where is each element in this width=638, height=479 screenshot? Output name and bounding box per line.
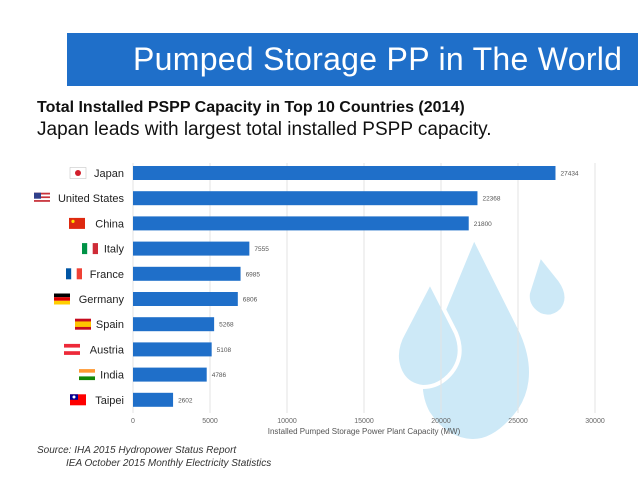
value-label-france: 6985 <box>246 271 261 278</box>
value-label-united-states: 22368 <box>482 196 500 203</box>
category-label-france: France <box>90 269 124 281</box>
x-tick-label: 0 <box>131 418 135 425</box>
page-title: Pumped Storage PP in The World <box>133 41 623 77</box>
source-note-2: IEA October 2015 Monthly Electricity Sta… <box>66 458 272 469</box>
value-label-india: 4786 <box>212 372 227 379</box>
value-label-taipei: 2602 <box>178 397 193 404</box>
x-tick-label: 5000 <box>202 418 218 425</box>
x-tick-label: 30000 <box>585 418 605 425</box>
bar-austria <box>133 342 212 357</box>
category-label-united-states: United States <box>58 193 125 205</box>
chart-subheading: Japan leads with largest total installed… <box>37 119 492 140</box>
category-label-china: China <box>95 218 125 230</box>
flag-taipei-icon <box>70 394 86 406</box>
x-axis-ticks: 0 5000 10000 15000 20000 25000 30000 <box>131 418 605 425</box>
bar-taipei <box>133 392 174 407</box>
title-banner: Pumped Storage PP in The World <box>67 33 638 86</box>
flag-italy-icon <box>82 243 98 255</box>
x-tick-label: 25000 <box>508 418 528 425</box>
bar-italy <box>133 241 250 256</box>
x-tick-label: 20000 <box>431 418 451 425</box>
chart-category-labels: Japan United States China Italy France German… <box>58 168 125 407</box>
value-label-austria: 5108 <box>217 347 232 354</box>
flag-united-states-icon <box>34 192 50 204</box>
country-flags <box>34 167 98 406</box>
x-tick-label: 15000 <box>354 418 374 425</box>
bar-china <box>133 216 469 231</box>
value-label-china: 21800 <box>474 221 492 228</box>
x-tick-label: 10000 <box>277 418 297 425</box>
category-label-japan: Japan <box>94 168 124 180</box>
flag-india-icon <box>79 369 95 381</box>
water-drops-illustration <box>394 232 569 444</box>
water-drop-left-icon <box>394 277 462 390</box>
value-label-japan: 27434 <box>560 171 578 178</box>
flag-spain-icon <box>75 318 91 330</box>
flag-japan-icon <box>69 167 87 179</box>
category-label-taipei: Taipei <box>95 395 124 407</box>
category-label-india: India <box>100 370 125 382</box>
bar-chart: 27434 22368 21800 7555 6985 6806 5268 5108 4786 2… <box>34 163 605 444</box>
category-label-spain: Spain <box>96 319 124 331</box>
flag-china-icon <box>69 217 85 229</box>
flag-austria-icon <box>64 343 80 355</box>
chart-bars <box>133 166 556 407</box>
value-label-germany: 6806 <box>243 297 258 304</box>
value-label-spain: 5268 <box>219 322 234 329</box>
chart-heading: Total Installed PSPP Capacity in Top 10 … <box>37 99 465 116</box>
bar-germany <box>133 292 238 306</box>
source-note: Source: IHA 2015 Hydropower Status Repor… <box>37 445 237 456</box>
category-label-austria: Austria <box>90 344 125 356</box>
water-drop-right-icon <box>525 250 569 319</box>
x-axis-label: Installed Pumped Storage Power Plant Cap… <box>268 427 461 436</box>
bar-spain <box>133 317 215 332</box>
value-label-italy: 7555 <box>254 246 269 253</box>
category-label-germany: Germany <box>79 294 125 306</box>
flag-germany-icon <box>54 293 70 305</box>
category-label-italy: Italy <box>104 244 125 256</box>
chart-value-labels: 27434 22368 21800 7555 6985 6806 5268 5108 4786 2… <box>178 171 579 405</box>
bar-japan <box>133 166 556 180</box>
flag-france-icon <box>66 268 82 280</box>
bar-france <box>133 266 241 281</box>
bar-india <box>133 367 207 382</box>
bar-united-states <box>133 191 478 206</box>
